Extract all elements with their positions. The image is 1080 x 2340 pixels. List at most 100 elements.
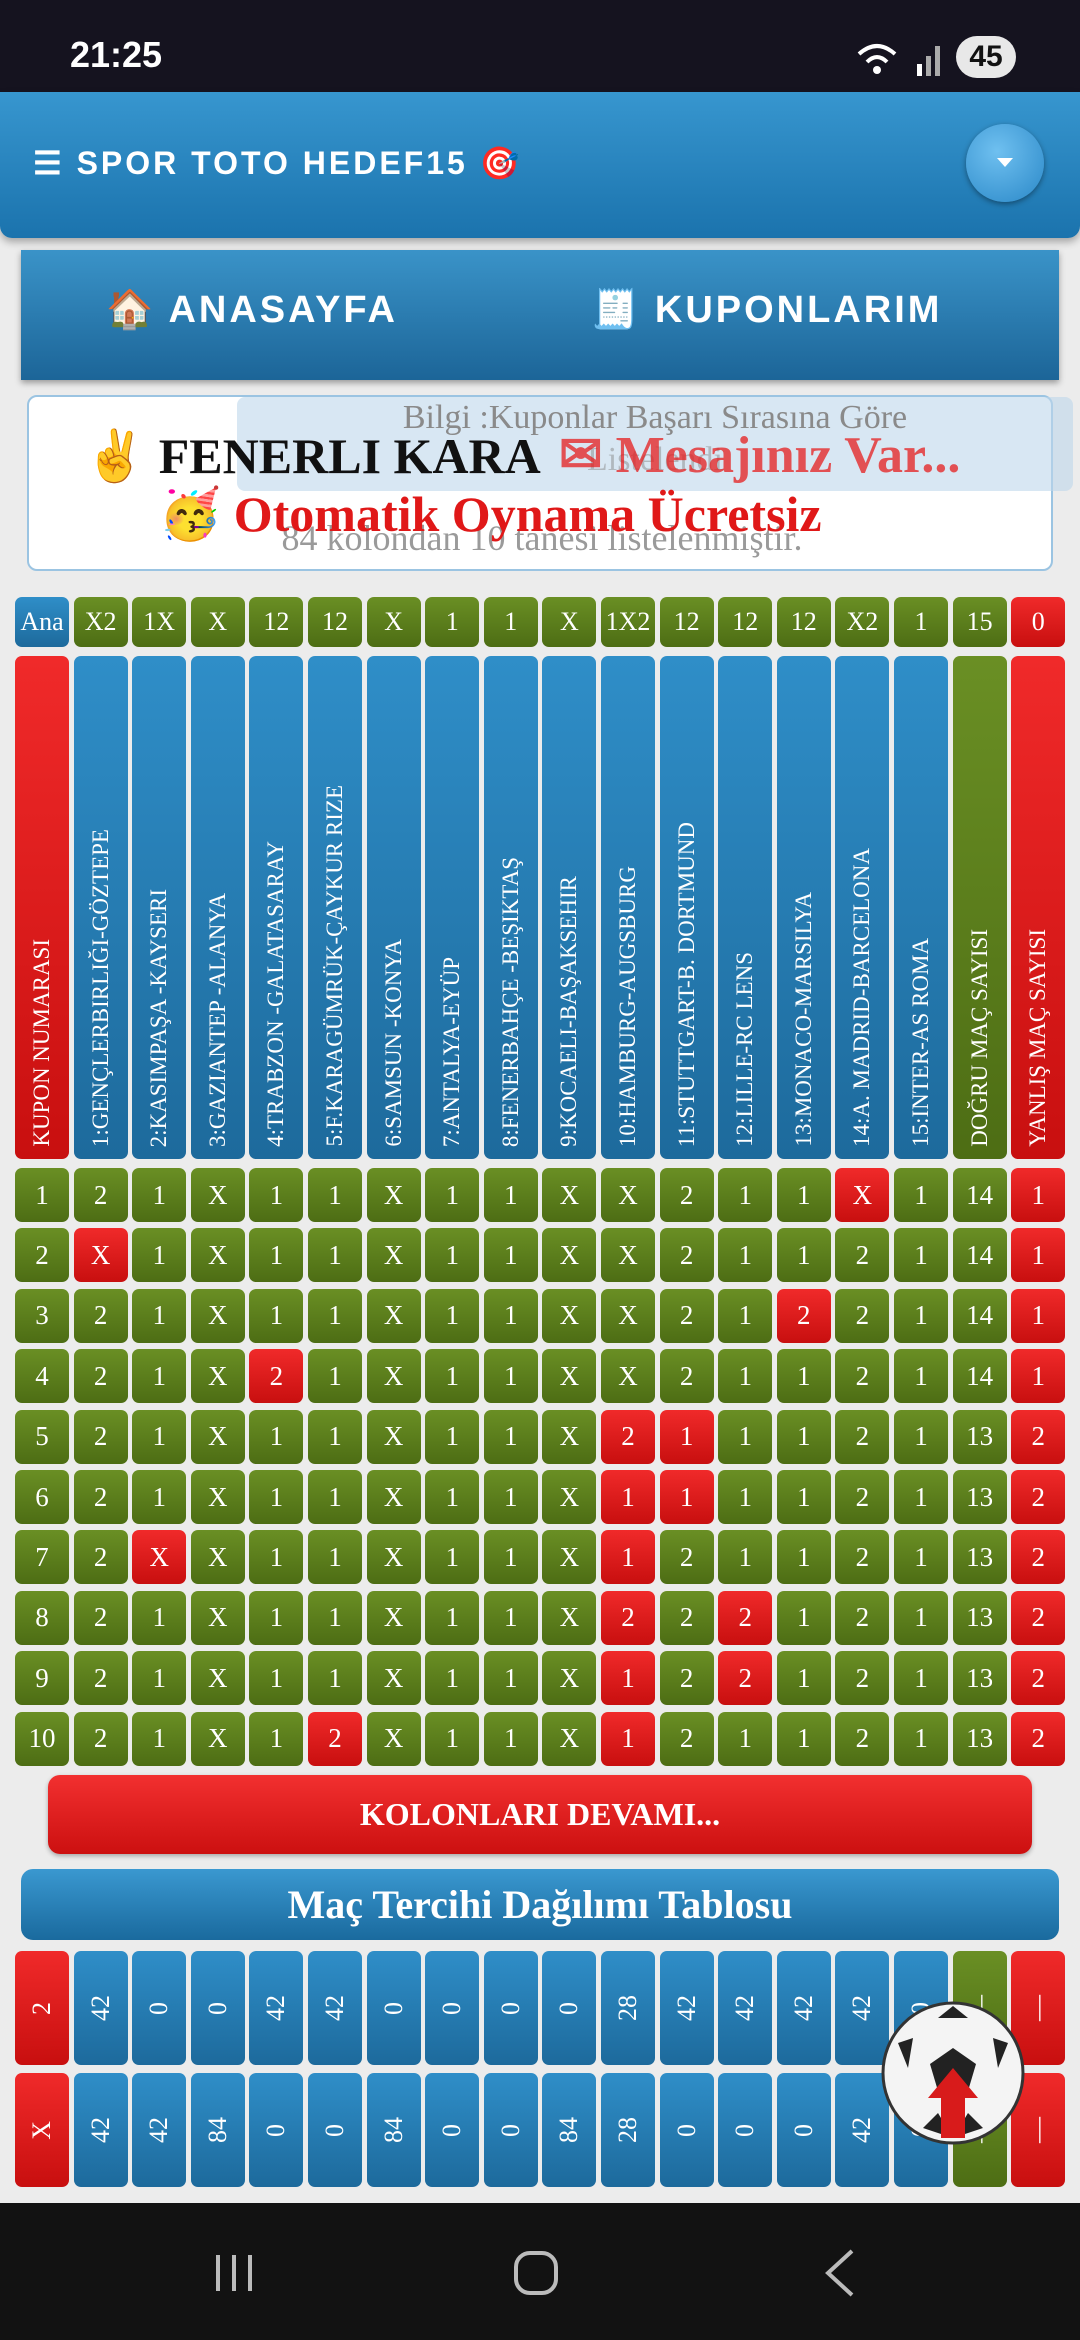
cell: 1 [776,1409,831,1464]
cell: 1 [718,1409,773,1464]
cell: 6 [15,1470,69,1524]
column-label: 4:TRABZON -GALATASARAY [263,841,289,1147]
column-label: 11:STUTTGART-B. DORTMUND [673,821,699,1147]
system-nav [0,2203,1080,2340]
cell: X [366,1228,421,1283]
distribution-title: Maç Tercihi Dağılımı Tablosu [21,1869,1059,1940]
cell: 2 [73,1530,128,1585]
header-cell: X [542,597,597,647]
scroll-top-ball[interactable] [878,1998,1028,2148]
distribution-value: 0 [730,2123,760,2137]
cell: 1 [894,1590,948,1645]
cell: 2 [1011,1590,1066,1645]
column-label: 9:KOCAELI-BAŞAKSEHIR [556,876,582,1147]
cell: 2 [659,1168,714,1222]
cell: 2 [73,1349,128,1404]
cell: 9 [15,1651,69,1706]
distribution-cell: 0 [190,1951,245,2065]
cell: 2 [718,1651,773,1706]
cell: 2 [835,1590,890,1645]
cell: 14 [952,1168,1007,1222]
cell: 1 [308,1590,362,1645]
cell: 1 [718,1530,773,1585]
distribution-cell: 0 [366,1951,421,2065]
distribution-value: 0 [554,2001,584,2015]
cell: 1 [718,1470,773,1524]
cell: 14 [952,1228,1007,1283]
distribution-value: 42 [144,2117,174,2143]
cell: 2 [1011,1470,1066,1524]
distribution-value: 84 [378,2117,408,2143]
distribution-value: 42 [320,1995,349,2021]
message-alert[interactable]: ✉ Mesajınız Var... [559,427,961,484]
column-label: 12:LILLE-RC LENS [732,952,758,1147]
battery: 45 [956,36,1016,78]
cell: 1 [776,1651,831,1706]
cell: 2 [1011,1530,1066,1585]
distribution-value: 0 [495,2001,525,2015]
nav-home[interactable]: 🏠 ANASAYFA [106,289,398,331]
cell: 1 [425,1228,480,1283]
cell: 1 [894,1651,948,1706]
distribution-cell: 0 [425,2073,480,2187]
cell: X [132,1530,187,1585]
cell: X [601,1349,655,1404]
cell: 1 [308,1349,362,1404]
cell: X [366,1409,421,1464]
cell: 5 [15,1409,69,1464]
cell: 1 [425,1349,480,1404]
more-button[interactable]: KOLONLARI DEVAMI... [48,1775,1032,1854]
cell: X [366,1530,421,1585]
distribution-value: 0 [495,2123,525,2137]
cell: 1 [894,1288,948,1343]
cell: 1 [249,1711,304,1766]
header-cell: 1X2 [601,597,655,647]
nav-coupons[interactable]: 🧾 KUPONLARIM [591,289,943,331]
cell: 1 [776,1530,831,1585]
cell: 1 [483,1409,538,1464]
cell: X [366,1711,421,1766]
distribution-cell: 0 [483,2073,538,2187]
cell: X [542,1409,597,1464]
column-header: DOĞRU MAÇ SAYISI [952,656,1007,1159]
cell: 2 [601,1409,655,1464]
cell: 2 [659,1530,714,1585]
notice: Bilgi :Kuponlar Başarı Sırasına Göre [402,399,908,436]
cell: 1 [132,1288,187,1343]
cell: 1 [483,1288,538,1343]
distribution-value: 0 [320,2123,349,2137]
column-label: 3:GAZIANTEP -ALANYA [204,892,230,1147]
cell: X [190,1228,245,1283]
signal-icons [857,44,940,76]
cell: 1 [894,1409,948,1464]
cell: 2 [73,1711,128,1766]
cell: 2 [659,1590,714,1645]
cell: 2 [659,1651,714,1706]
cell: 2 [601,1590,655,1645]
cell: X [542,1228,597,1283]
column-label: 7:ANTALYA-EYÜP [439,956,465,1147]
distribution-value: 0 [437,2123,467,2137]
cell: X [190,1590,245,1645]
cell: 1 [894,1349,948,1404]
cell: 1 [308,1530,362,1585]
cell: X [190,1409,245,1464]
distribution-cell: X [15,2073,69,2187]
column-header: 2:KASIMPAŞA -KAYSERI [132,656,187,1159]
cell: 1 [308,1651,362,1706]
cell: 2 [73,1651,128,1706]
cell: 2 [73,1590,128,1645]
dropdown-button[interactable] [966,124,1044,202]
status-bar: 21:25 45 [0,0,1080,92]
cell: 1 [249,1288,304,1343]
header-cell: Ana [15,597,69,647]
distribution-value: 42 [85,1995,115,2021]
distribution-value: 28 [613,1995,642,2021]
distribution-value: 42 [85,2117,115,2143]
header-cell: X [366,597,421,647]
count-text: 84 kolondan 10 tanesi listelenmiştir. [281,518,803,558]
cell: 1 [483,1711,538,1766]
cell: 1 [132,1168,187,1222]
distribution-value: 0 [788,2123,818,2137]
distribution-value: 42 [671,1995,701,2021]
